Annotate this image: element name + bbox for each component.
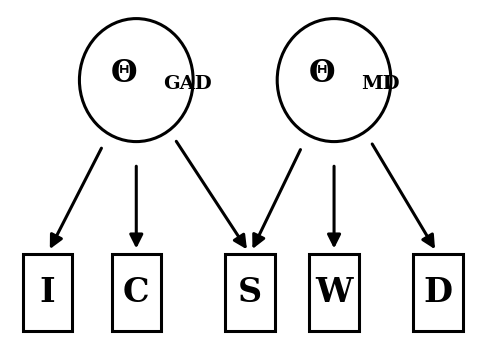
Text: C: C [123, 276, 150, 309]
Bar [413, 254, 463, 331]
Text: Θ: Θ [110, 57, 137, 89]
FancyArrowPatch shape [52, 148, 102, 246]
Text: W: W [316, 276, 353, 309]
FancyArrowPatch shape [254, 150, 300, 246]
Text: Θ: Θ [308, 57, 335, 89]
Bar [310, 254, 359, 331]
FancyArrowPatch shape [372, 144, 434, 246]
Text: MD: MD [362, 75, 400, 92]
FancyArrowPatch shape [176, 141, 245, 247]
FancyArrowPatch shape [328, 166, 340, 245]
Bar [22, 254, 72, 331]
Text: D: D [424, 276, 452, 309]
Text: S: S [238, 276, 262, 309]
Text: I: I [40, 276, 55, 309]
FancyArrowPatch shape [130, 166, 142, 245]
Ellipse shape [80, 19, 193, 142]
Bar [226, 254, 274, 331]
Text: GAD: GAD [164, 75, 212, 92]
Bar [112, 254, 161, 331]
Ellipse shape [277, 19, 391, 142]
